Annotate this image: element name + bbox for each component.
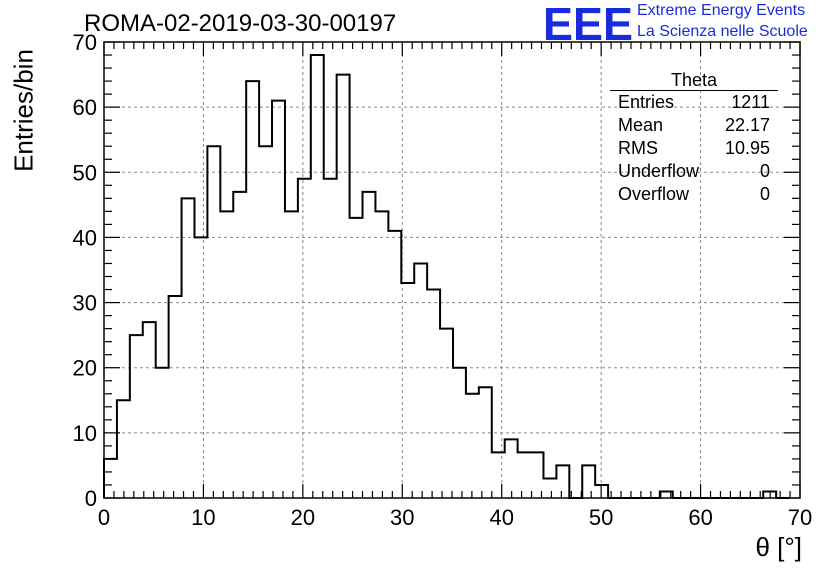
- x-tick-label: 20: [291, 505, 315, 530]
- x-tick-label: 40: [489, 505, 513, 530]
- stats-row-rms: RMS 10.95: [610, 137, 778, 160]
- stats-value: 0: [759, 161, 770, 181]
- y-tick-label: 60: [73, 95, 97, 120]
- stats-title: Theta: [610, 70, 778, 91]
- y-tick-label: 40: [73, 225, 97, 250]
- y-tick-label: 30: [73, 291, 97, 316]
- stats-row-underflow: Underflow 0: [610, 160, 778, 183]
- stats-row-mean: Mean 22.17: [610, 114, 778, 137]
- x-axis-label: θ [°]: [755, 532, 802, 562]
- stats-label: Mean: [618, 115, 664, 135]
- eee-logo: EEE: [543, 2, 633, 44]
- stats-label: RMS: [618, 138, 658, 158]
- y-tick-label: 20: [73, 356, 97, 381]
- x-tick-label: 50: [589, 505, 613, 530]
- axes: [103, 41, 801, 499]
- x-tick-label: 30: [390, 505, 414, 530]
- y-tick-label: 70: [73, 30, 97, 55]
- stats-row-entries: Entries 1211: [610, 91, 778, 114]
- y-tick-label: 10: [73, 421, 97, 446]
- x-tick-label: 0: [98, 505, 110, 530]
- stats-value: 10.95: [724, 138, 770, 158]
- stats-box: Theta Entries 1211 Mean 22.17 RMS 10.95 …: [610, 70, 778, 206]
- x-tick-label: 60: [688, 505, 712, 530]
- stats-label: Underflow: [618, 161, 700, 181]
- tick-labels: 0 10 20 30 40 50 60 70 0 10 20 30 40 50 60 70: [73, 30, 813, 530]
- y-tick-label: 0: [85, 486, 97, 511]
- stats-value: 0: [759, 184, 770, 204]
- stats-value: 22.17: [724, 115, 770, 135]
- logo-line1: Extreme Energy Events: [637, 2, 806, 19]
- logo-line2: La Scienza nelle Scuole: [637, 23, 808, 40]
- stats-label: Overflow: [618, 184, 690, 204]
- stats-row-overflow: Overflow 0: [610, 183, 778, 206]
- logo-text: EEE: [543, 2, 633, 44]
- stats-value: 1211: [731, 92, 770, 112]
- y-tick-label: 50: [73, 160, 97, 185]
- page-title: ROMA-02-2019-03-30-00197: [84, 10, 397, 37]
- x-tick-label: 10: [191, 505, 215, 530]
- stats-label: Entries: [618, 92, 675, 112]
- x-tick-label: 70: [788, 505, 812, 530]
